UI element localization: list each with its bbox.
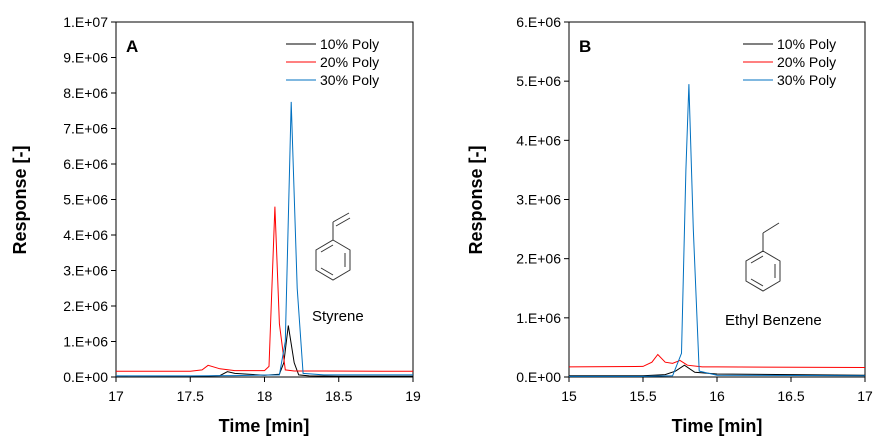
y-tick-label: 6.E+06 — [516, 14, 561, 30]
y-tick-label: 8.E+06 — [63, 85, 108, 101]
series-line-10-poly — [115, 325, 413, 378]
y-tick-label: 2.E+06 — [516, 251, 561, 267]
molecule-label: Styrene — [312, 308, 364, 325]
legend-label-30: 30% Poly — [320, 72, 379, 88]
x-tick-label: 18.5 — [325, 388, 352, 404]
x-tick-label: 15 — [561, 388, 577, 404]
x-tick-label: 19 — [405, 388, 421, 404]
y-tick-label: 0.E+00 — [63, 369, 108, 385]
panel-b-chart: B Time [min] Response [-] 10% Poly 20% P… — [466, 14, 873, 436]
x-tick-label: 15.5 — [629, 388, 656, 404]
y-tick-label: 1.E+06 — [516, 310, 561, 326]
series-line-30-poly — [116, 101, 413, 377]
panel-b-label: B — [579, 37, 591, 56]
legend: 10% Poly 20% Poly 30% Poly — [743, 36, 836, 88]
panel-a-chart: A Time [min] Response [-] 10% Poly 20% P… — [10, 14, 421, 436]
legend-label-30: 30% Poly — [777, 72, 836, 88]
series-line-10-poly — [569, 364, 866, 377]
x-axis-title: Time [min] — [219, 416, 310, 436]
y-tick-label: 0.E+00 — [516, 369, 561, 385]
ethylbenzene-structure-icon — [745, 222, 781, 292]
x-tick-label: 16 — [709, 388, 725, 404]
y-tick-label: 1.E+07 — [63, 14, 108, 30]
y-tick-label: 5.E+06 — [63, 192, 108, 208]
y-tick-label: 2.E+06 — [63, 298, 108, 314]
molecule-label: Ethyl Benzene — [725, 312, 822, 329]
series-line-20-poly — [568, 353, 866, 368]
y-tick-label: 6.E+06 — [63, 156, 108, 172]
x-tick-label: 17 — [108, 388, 124, 404]
y-tick-label: 4.E+06 — [63, 227, 108, 243]
y-axis-title: Response [-] — [466, 145, 486, 254]
y-tick-label: 7.E+06 — [63, 121, 108, 137]
styrene-structure-icon — [315, 212, 351, 281]
legend-label-20: 20% Poly — [320, 54, 379, 70]
x-axis-title: Time [min] — [672, 416, 763, 436]
legend-label-20: 20% Poly — [777, 54, 836, 70]
x-tick-label: 17.5 — [177, 388, 204, 404]
y-tick-label: 3.E+06 — [63, 263, 108, 279]
x-tick-label: 16.5 — [777, 388, 804, 404]
series-line-20-poly — [116, 206, 414, 372]
x-tick-label: 18 — [257, 388, 273, 404]
legend-label-10: 10% Poly — [320, 36, 379, 52]
y-axis-title: Response [-] — [10, 145, 30, 254]
y-tick-label: 9.E+06 — [63, 50, 108, 66]
legend: 10% Poly 20% Poly 30% Poly — [286, 36, 379, 88]
legend-label-10: 10% Poly — [777, 36, 836, 52]
panel-a-label: A — [126, 37, 138, 56]
y-tick-label: 3.E+06 — [516, 192, 561, 208]
y-tick-label: 1.E+06 — [63, 334, 108, 350]
x-tick-label: 17 — [857, 388, 873, 404]
y-tick-label: 5.E+06 — [516, 73, 561, 89]
y-tick-label: 4.E+06 — [516, 132, 561, 148]
series-line-30-poly — [569, 84, 866, 377]
